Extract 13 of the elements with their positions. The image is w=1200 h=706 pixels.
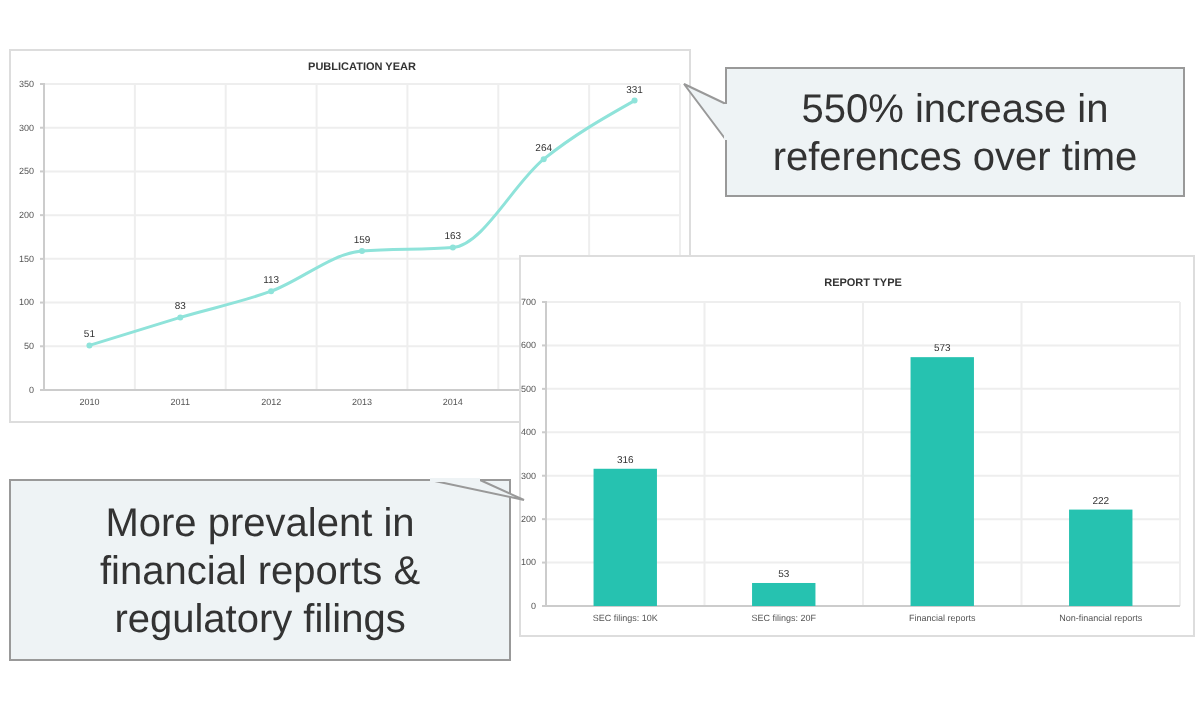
point <box>449 244 456 251</box>
bar <box>910 357 974 606</box>
point <box>86 342 93 349</box>
point <box>268 288 275 295</box>
point <box>540 156 547 163</box>
text: 550% increase in references over time <box>772 88 1138 180</box>
bar <box>1069 509 1133 606</box>
bar <box>593 468 657 606</box>
line-series <box>86 97 638 349</box>
text: More prevalent in financial reports & regulatory filings <box>99 502 422 642</box>
point <box>631 97 638 104</box>
point <box>177 314 184 321</box>
bar <box>752 582 816 606</box>
